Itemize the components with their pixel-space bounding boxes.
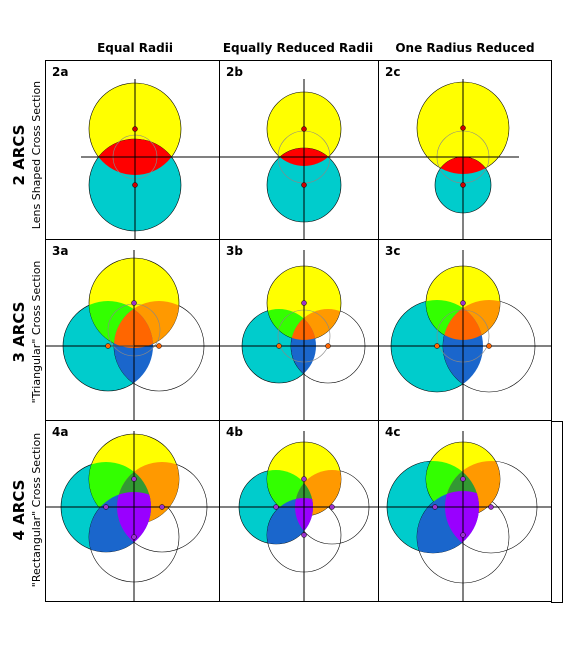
diagram-cell-4b: 4b bbox=[219, 420, 379, 602]
column-header-equally-reduced-radii: Equally Reduced Radii bbox=[222, 41, 374, 55]
cell-label: 3a bbox=[52, 244, 69, 258]
row-title: 3 ARCS bbox=[10, 301, 28, 363]
two-arcs-equally-reduced-diagram bbox=[220, 79, 378, 239]
frame-edge bbox=[551, 602, 562, 603]
cell-label: 2b bbox=[226, 65, 243, 79]
cell-label: 4b bbox=[226, 425, 243, 439]
column-header-equal-radii: Equal Radii bbox=[97, 41, 173, 55]
row-header-4-arcs: 4 ARCS "Rectangular" Cross Section bbox=[10, 420, 50, 600]
three-arcs-equal-diagram bbox=[46, 250, 219, 420]
diagram-cell-2a: 2a bbox=[45, 60, 220, 240]
row-subtitle: "Rectangular" Cross Section bbox=[30, 432, 43, 588]
cell-label: 2c bbox=[385, 65, 401, 79]
frame-edge bbox=[551, 421, 562, 422]
diagram-cell-3a: 3a bbox=[45, 239, 220, 421]
row-header-2-arcs: 2 ARCS Lens Shaped Cross Section bbox=[10, 70, 50, 240]
frame-edge bbox=[562, 421, 563, 603]
row-header-3-arcs: 3 ARCS "Triangular" Cross Section bbox=[10, 247, 50, 417]
row-subtitle: Lens Shaped Cross Section bbox=[30, 80, 43, 230]
diagram-cell-3c: 3c bbox=[378, 239, 552, 421]
one-radius-reduced-four-arcs-diagram bbox=[379, 431, 551, 601]
diagram-cell-4c: 4c bbox=[378, 420, 552, 602]
three-arcs-equally-reduced-diagram bbox=[220, 250, 378, 420]
cell-label: 2a bbox=[52, 65, 69, 79]
row-subtitle: "Triangular" Cross Section bbox=[30, 260, 43, 404]
row-title: 4 ARCS bbox=[10, 479, 28, 541]
one-radius-reduced-two-arcs-diagram bbox=[379, 79, 519, 239]
four-arcs-equally-reduced-diagram bbox=[220, 431, 378, 601]
diagram-cell-4a: 4a bbox=[45, 420, 220, 602]
cell-label: 4a bbox=[52, 425, 69, 439]
row-title: 2 ARCS bbox=[10, 124, 28, 186]
cell-label: 4c bbox=[385, 425, 401, 439]
diagram-cell-3b: 3b bbox=[219, 239, 379, 421]
cell-label: 3c bbox=[385, 244, 401, 258]
diagram-cell-2c: 2c bbox=[378, 60, 552, 240]
column-header-one-radius-reduced: One Radius Reduced bbox=[395, 41, 535, 55]
cell-label: 3b bbox=[226, 244, 243, 258]
two-arcs-equal-diagram bbox=[81, 79, 219, 239]
four-arcs-equal-diagram bbox=[46, 431, 219, 601]
diagram-cell-2b: 2b bbox=[219, 60, 379, 240]
one-radius-reduced-three-arcs-diagram bbox=[379, 250, 551, 420]
